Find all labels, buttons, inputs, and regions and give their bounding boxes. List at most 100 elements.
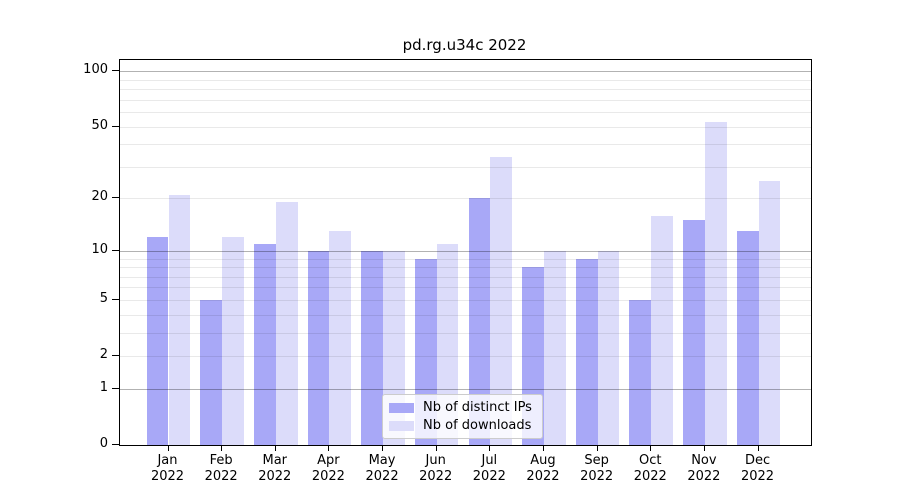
x-tick-month: Jan [157,453,178,468]
x-tick-year: 2022 [580,469,614,484]
x-tick-month: Aug [530,453,556,468]
bar-downloads [490,157,513,445]
bar-distinct-ips [146,237,169,445]
y-tick-mark [112,298,119,300]
y-tick-label: 10 [91,241,108,257]
gridline-minor [120,356,811,358]
x-tick-month: Feb [209,453,233,468]
bar-distinct-ips [736,231,759,445]
x-tick-label: Apr 2022 [300,453,356,485]
bar-distinct-ips [253,243,276,445]
gridline-major [120,71,811,73]
x-tick-label: Nov 2022 [676,453,732,485]
y-tick-mark [112,444,119,445]
y-tick-label: 2 [99,347,108,363]
x-tick-year: 2022 [472,469,506,484]
bar-downloads [597,250,620,445]
gridline-minor [120,99,811,101]
x-tick-mark [274,445,276,451]
y-tick-label: 0 [99,436,108,451]
legend-item: Nb of distinct IPs [389,400,532,415]
legend-swatch [389,420,414,431]
y-tick-mark [112,387,119,389]
x-tick-mark [596,445,598,451]
x-tick-year: 2022 [365,469,399,484]
bar-distinct-ips [361,250,384,445]
x-tick-month: Nov [691,453,717,468]
legend-swatch [389,402,414,413]
x-tick-year: 2022 [419,469,453,484]
x-tick-mark [167,445,169,451]
legend-item: Nb of downloads [389,418,532,433]
x-tick-mark [542,445,544,451]
x-tick-mark [221,445,223,451]
bar-distinct-ips [629,299,652,445]
x-tick-mark [703,445,705,451]
gridline-major [120,250,811,252]
gridline-major [120,388,811,390]
gridline-minor [120,89,811,91]
y-tick-label: 1 [99,379,108,395]
x-tick-label: Aug 2022 [515,453,571,485]
gridline-minor [120,144,811,146]
legend-label: Nb of downloads [423,418,532,433]
gridline-minor [120,299,811,301]
x-tick-mark [382,445,384,451]
x-tick-year: 2022 [258,469,292,484]
gridline-minor [120,267,811,269]
gridline-minor [120,258,811,260]
legend-box: Nb of distinct IPs Nb of downloads [382,394,543,439]
bar-downloads [543,250,566,445]
gridline-minor [120,198,811,200]
gridline-minor [120,112,811,114]
x-tick-month: Jul [481,453,498,468]
gridline-minor [120,287,811,289]
x-tick-month: Sep [584,453,609,468]
bar-distinct-ips [575,258,598,445]
bar-distinct-ips [307,250,330,445]
y-tick-label: 100 [83,62,108,78]
y-tick-label: 5 [99,290,108,306]
x-tick-mark [489,445,491,451]
y-tick-mark [112,355,119,357]
plot-area: Nb of distinct IPs Nb of downloads [119,59,812,446]
y-tick-mark [112,125,119,127]
x-tick-month: Apr [317,453,340,468]
bar-downloads [275,202,298,445]
gridline-minor [120,332,811,334]
x-tick-label: Feb 2022 [193,453,249,485]
y-tick-label: 20 [91,189,108,205]
bar-downloads [704,121,727,445]
bar-downloads [329,231,352,445]
x-tick-mark [650,445,652,451]
y-tick-mark [112,197,119,199]
x-tick-month: May [368,453,396,468]
x-tick-label: Dec 2022 [730,453,786,485]
x-tick-year: 2022 [204,469,238,484]
bar-downloads [758,181,781,445]
gridline-minor [120,126,811,128]
x-tick-label: Oct 2022 [622,453,678,485]
x-tick-label: Jul 2022 [461,453,517,485]
legend-label: Nb of distinct IPs [423,400,532,415]
x-tick-year: 2022 [526,469,560,484]
x-tick-label: Sep 2022 [569,453,625,485]
x-tick-year: 2022 [311,469,345,484]
x-tick-label: Jun 2022 [408,453,464,485]
x-tick-year: 2022 [150,469,185,484]
gridline-minor [120,314,811,316]
y-tick-label: 50 [91,117,108,133]
x-tick-month: Oct [639,453,662,468]
bar-distinct-ips [683,220,705,445]
y-tick-mark [112,70,119,72]
bar-downloads [651,215,674,445]
x-tick-month: Jun [425,453,446,468]
bar-distinct-ips [200,299,223,445]
gridline-minor [120,276,811,278]
x-tick-label: Mar 2022 [247,453,303,485]
x-tick-mark [435,445,437,451]
gridline-minor [120,166,811,168]
x-tick-mark [328,445,330,451]
bar-downloads [168,194,191,445]
